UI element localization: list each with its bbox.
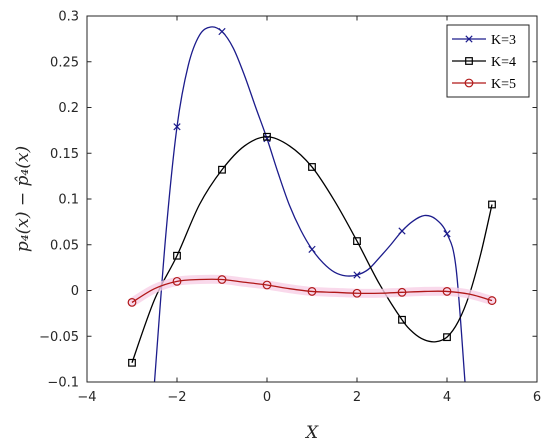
legend-item-k4: K=4 bbox=[452, 55, 516, 70]
series-k4-point bbox=[218, 165, 226, 174]
x-axis-label: X bbox=[304, 423, 319, 443]
ticks-layer bbox=[86, 15, 538, 383]
series-k5-point bbox=[487, 296, 497, 305]
y-axis-label: p₄(x) − p̂₄(x) bbox=[13, 146, 33, 252]
series-k4 bbox=[128, 132, 496, 367]
series-k4-point bbox=[263, 132, 271, 141]
y-tick-label: −0.1 bbox=[47, 376, 79, 391]
series-k5 bbox=[127, 274, 497, 307]
x-tick-label: −4 bbox=[77, 390, 96, 405]
series-k3-point-stroke-b bbox=[443, 230, 451, 238]
y-tick-label: 0.25 bbox=[50, 55, 79, 70]
series-k3-line bbox=[153, 26, 466, 382]
legend-swatch-marker bbox=[464, 78, 474, 88]
legend-label: K=3 bbox=[491, 33, 516, 48]
series-k3-point bbox=[398, 227, 406, 235]
legend-swatch-marker bbox=[465, 57, 473, 65]
series-k3-point-stroke-b bbox=[218, 27, 226, 36]
series-k3 bbox=[153, 26, 466, 382]
y-tick-label: 0.1 bbox=[58, 193, 79, 208]
series-k4-point bbox=[128, 358, 136, 367]
series-k4-point bbox=[443, 333, 451, 342]
series-k4-line bbox=[131, 136, 493, 363]
series-k4-point bbox=[308, 163, 316, 171]
series-k3-point bbox=[308, 245, 316, 253]
x-tick-label: 6 bbox=[533, 390, 541, 405]
x-tick-label: 0 bbox=[263, 390, 271, 405]
legend-item-k3: K=3 bbox=[452, 33, 516, 48]
series-k5-point bbox=[442, 287, 452, 296]
series-k5-line bbox=[131, 278, 493, 303]
series-k3-point bbox=[218, 27, 226, 36]
legend-swatch-marker-stroke-b bbox=[465, 35, 473, 43]
y-tick-label: 0.15 bbox=[50, 147, 79, 162]
tick-labels-layer: −4 −2 0 2 4 6 −0.1 −0.05 0 0.05 0.1 0.15 0.2 0.25 0.3 bbox=[39, 10, 541, 406]
y-tick-label: −0.05 bbox=[39, 330, 79, 345]
series-k5-point bbox=[352, 288, 362, 298]
series-k5-point bbox=[217, 275, 227, 284]
y-tick-label: 0.05 bbox=[50, 238, 79, 253]
x-tick-label: 2 bbox=[353, 390, 361, 405]
series-k5-point bbox=[307, 287, 317, 296]
legend: K=3 K=4 K=5 bbox=[446, 24, 530, 98]
series-k4-point bbox=[353, 237, 361, 245]
legend-swatch-marker bbox=[465, 35, 473, 43]
legend-label: K=4 bbox=[491, 55, 516, 70]
legend-item-k5: K=5 bbox=[452, 77, 516, 92]
series-k5-point bbox=[127, 297, 137, 307]
series-clip-group bbox=[127, 26, 497, 382]
series-k3-point-stroke-b bbox=[173, 123, 181, 131]
series-k3-point bbox=[353, 271, 361, 279]
series-k5-point bbox=[397, 287, 407, 297]
series-k3-point bbox=[173, 123, 181, 131]
series-k5-point bbox=[172, 276, 182, 286]
series-layer bbox=[127, 26, 497, 382]
legend-label: K=5 bbox=[491, 77, 516, 92]
series-k4-point bbox=[398, 315, 406, 324]
y-tick-label: 0.2 bbox=[58, 101, 79, 116]
x-tick-label: 4 bbox=[443, 390, 451, 405]
series-k3-point bbox=[443, 230, 451, 238]
x-tick-label: −2 bbox=[167, 390, 186, 405]
series-k5-point bbox=[262, 280, 272, 290]
series-k3-point-stroke-b bbox=[353, 271, 361, 279]
series-k3-point-stroke-b bbox=[308, 245, 316, 253]
series-k4-point bbox=[173, 251, 181, 260]
series-k3-point-stroke-b bbox=[398, 227, 406, 235]
y-tick-label: 0.3 bbox=[58, 10, 79, 25]
series-k4-point bbox=[488, 200, 496, 209]
y-tick-label: 0 bbox=[71, 284, 79, 299]
